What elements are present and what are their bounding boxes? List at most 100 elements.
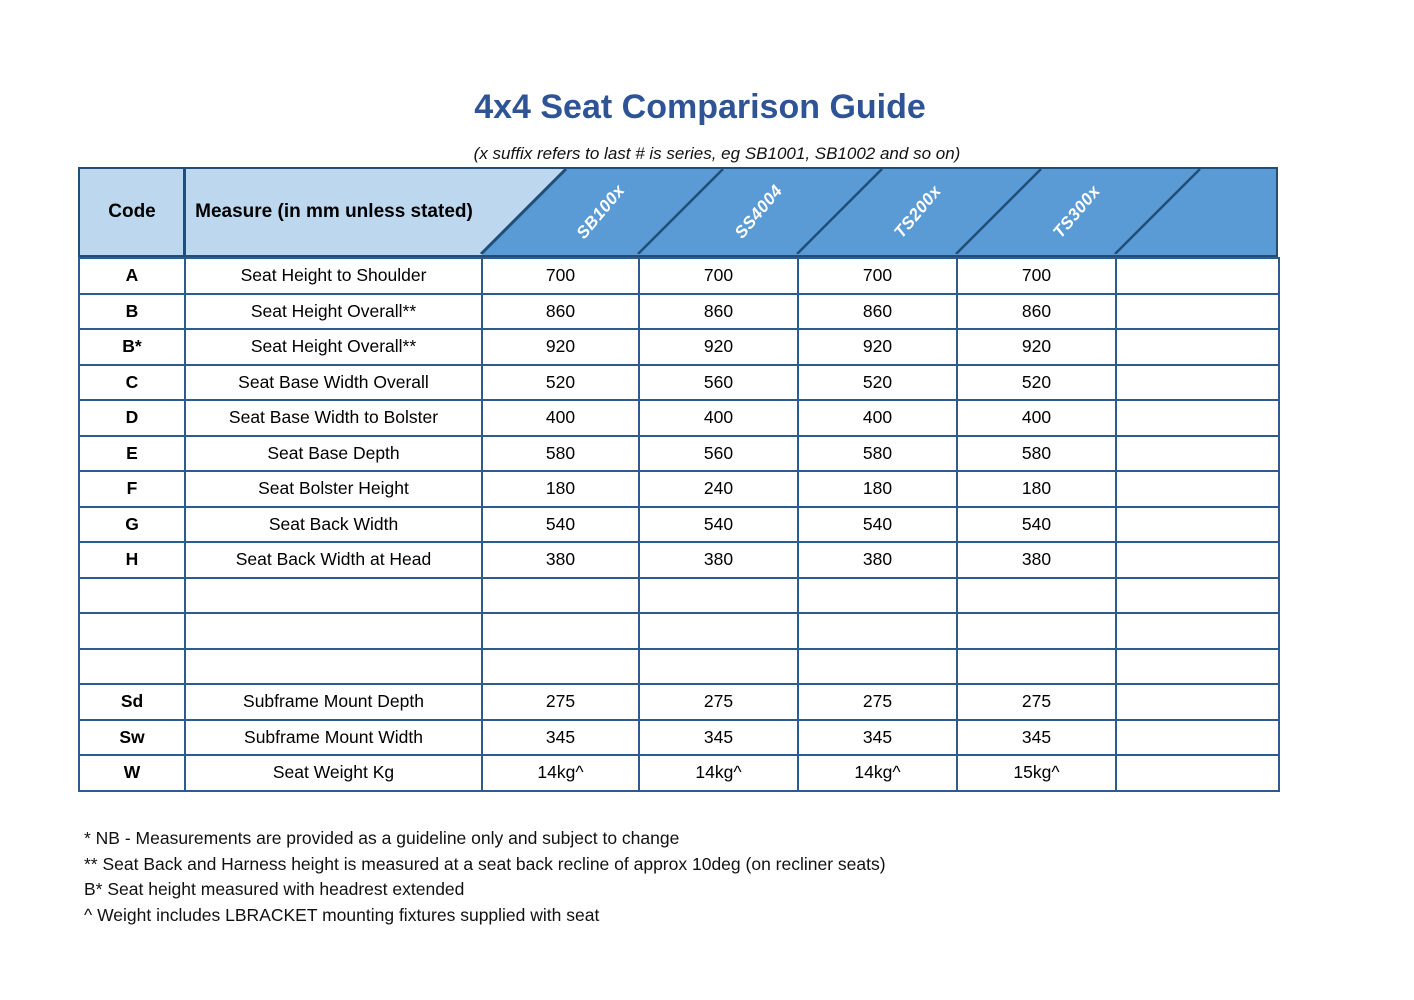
cell-value: 860 <box>638 292 799 330</box>
cell-value <box>797 612 958 650</box>
cell-value: 520 <box>481 363 640 401</box>
cell-value: 700 <box>481 257 640 295</box>
cell-value <box>481 612 640 650</box>
cell-empty <box>1115 754 1280 792</box>
cell-empty <box>1115 434 1280 472</box>
cell-value: 14kg^ <box>797 754 958 792</box>
cell-measure: Subframe Mount Width <box>184 718 483 756</box>
cell-measure: Seat Weight Kg <box>184 754 483 792</box>
cell-value: 400 <box>481 399 640 437</box>
cell-measure: Subframe Mount Depth <box>184 683 483 721</box>
cell-value: 345 <box>797 718 958 756</box>
header-code-measure-divider <box>183 169 186 255</box>
cell-empty <box>1115 576 1280 614</box>
cell-value <box>481 576 640 614</box>
cell-value: 380 <box>481 541 640 579</box>
cell-value: 380 <box>797 541 958 579</box>
cell-code <box>78 612 186 650</box>
table-row: A Seat Height to Shoulder 700 700 700 70… <box>78 257 1280 295</box>
table-row: B* Seat Height Overall** 920 920 920 920 <box>78 328 1280 366</box>
cell-code <box>78 647 186 685</box>
cell-measure <box>184 647 483 685</box>
table-row: D Seat Base Width to Bolster 400 400 400… <box>78 399 1280 437</box>
cell-empty <box>1115 257 1280 295</box>
cell-empty <box>1115 541 1280 579</box>
page-subtitle: (x suffix refers to last # is series, eg… <box>473 144 961 163</box>
cell-value: 345 <box>481 718 640 756</box>
cell-empty <box>1115 718 1280 756</box>
cell-value: 540 <box>481 505 640 543</box>
table-row: Sd Subframe Mount Depth 275 275 275 275 <box>78 683 1280 721</box>
cell-value: 14kg^ <box>638 754 799 792</box>
cell-value: 275 <box>481 683 640 721</box>
footnote-recline: ** Seat Back and Harness height is measu… <box>84 853 886 874</box>
cell-empty <box>1115 612 1280 650</box>
cell-value: 700 <box>956 257 1117 295</box>
cell-empty <box>1115 363 1280 401</box>
cell-empty <box>1115 328 1280 366</box>
cell-value: 400 <box>956 399 1117 437</box>
cell-value: 580 <box>481 434 640 472</box>
cell-code <box>78 576 186 614</box>
cell-empty <box>1115 647 1280 685</box>
footnotes: * NB - Measurements are provided as a gu… <box>84 826 886 928</box>
cell-value <box>956 576 1117 614</box>
cell-measure: Seat Back Width at Head <box>184 541 483 579</box>
cell-code: Sd <box>78 683 186 721</box>
table-row: B Seat Height Overall** 860 860 860 860 <box>78 292 1280 330</box>
column-header-measure: Measure (in mm unless stated) <box>195 201 473 222</box>
cell-code: B* <box>78 328 186 366</box>
table-row-empty <box>78 647 1280 685</box>
cell-value <box>797 576 958 614</box>
cell-value: 700 <box>638 257 799 295</box>
cell-value: 920 <box>797 328 958 366</box>
cell-value: 860 <box>481 292 640 330</box>
cell-value: 345 <box>638 718 799 756</box>
cell-value: 345 <box>956 718 1117 756</box>
table-row-empty <box>78 612 1280 650</box>
cell-code: W <box>78 754 186 792</box>
cell-measure: Seat Height to Shoulder <box>184 257 483 295</box>
comparison-table: Code Measure (in mm unless stated) SB100… <box>78 167 1280 792</box>
cell-value: 700 <box>797 257 958 295</box>
table-row-empty <box>78 576 1280 614</box>
table-body: A Seat Height to Shoulder 700 700 700 70… <box>78 257 1280 792</box>
cell-measure: Seat Back Width <box>184 505 483 543</box>
cell-code: Sw <box>78 718 186 756</box>
cell-measure: Seat Base Width to Bolster <box>184 399 483 437</box>
cell-measure <box>184 576 483 614</box>
cell-measure <box>184 612 483 650</box>
cell-code: D <box>78 399 186 437</box>
cell-value: 580 <box>797 434 958 472</box>
cell-value: 920 <box>481 328 640 366</box>
cell-value: 520 <box>797 363 958 401</box>
cell-empty <box>1115 505 1280 543</box>
cell-code: H <box>78 541 186 579</box>
cell-value: 180 <box>481 470 640 508</box>
cell-value: 540 <box>797 505 958 543</box>
cell-value: 400 <box>797 399 958 437</box>
cell-value: 540 <box>638 505 799 543</box>
cell-value: 860 <box>956 292 1117 330</box>
cell-value: 180 <box>956 470 1117 508</box>
cell-empty <box>1115 292 1280 330</box>
cell-value <box>638 647 799 685</box>
cell-value: 540 <box>956 505 1117 543</box>
cell-value <box>481 647 640 685</box>
header-diagonal-dividers <box>479 169 1201 254</box>
cell-value <box>797 647 958 685</box>
cell-code: C <box>78 363 186 401</box>
cell-measure: Seat Base Width Overall <box>184 363 483 401</box>
cell-value: 275 <box>638 683 799 721</box>
cell-value: 920 <box>638 328 799 366</box>
cell-value: 180 <box>797 470 958 508</box>
table-row: W Seat Weight Kg 14kg^ 14kg^ 14kg^ 15kg^ <box>78 754 1280 792</box>
table-row: C Seat Base Width Overall 520 560 520 52… <box>78 363 1280 401</box>
cell-value: 14kg^ <box>481 754 640 792</box>
cell-value <box>638 612 799 650</box>
cell-value: 860 <box>797 292 958 330</box>
cell-value: 380 <box>638 541 799 579</box>
cell-value: 15kg^ <box>956 754 1117 792</box>
footnote-weight: ^ Weight includes LBRACKET mounting fixt… <box>84 904 600 925</box>
cell-value <box>956 612 1117 650</box>
